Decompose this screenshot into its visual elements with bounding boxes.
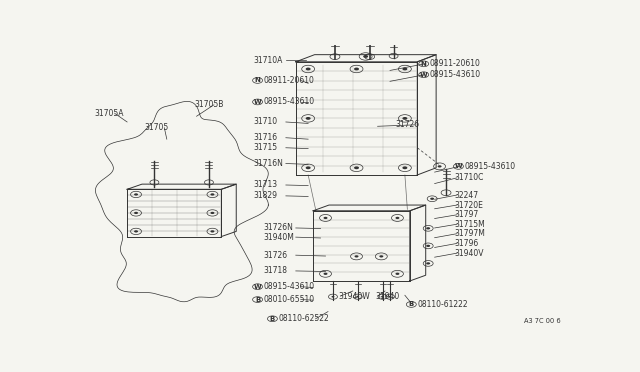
Text: 31715: 31715 bbox=[253, 143, 278, 152]
Text: B: B bbox=[255, 296, 260, 302]
Text: 31940M: 31940M bbox=[264, 232, 294, 242]
Text: 31705A: 31705A bbox=[95, 109, 124, 118]
Circle shape bbox=[324, 217, 328, 219]
Text: 31710C: 31710C bbox=[454, 173, 484, 182]
Text: 31716: 31716 bbox=[253, 133, 278, 142]
Text: 31726: 31726 bbox=[395, 121, 419, 129]
Text: 08911-20610: 08911-20610 bbox=[264, 76, 314, 85]
Text: 31797: 31797 bbox=[454, 210, 479, 219]
Text: N: N bbox=[255, 77, 260, 83]
Text: 31829: 31829 bbox=[253, 191, 278, 201]
Circle shape bbox=[396, 273, 399, 275]
Circle shape bbox=[134, 212, 138, 214]
Text: 08915-43610: 08915-43610 bbox=[429, 70, 481, 79]
Circle shape bbox=[356, 296, 359, 298]
Text: W: W bbox=[253, 284, 262, 290]
Circle shape bbox=[403, 166, 407, 169]
Text: 31713: 31713 bbox=[253, 180, 278, 189]
Text: 31940: 31940 bbox=[375, 292, 399, 301]
Circle shape bbox=[306, 166, 310, 169]
Circle shape bbox=[438, 165, 442, 167]
Circle shape bbox=[306, 117, 310, 120]
Circle shape bbox=[426, 262, 430, 264]
Text: 08110-62522: 08110-62522 bbox=[278, 314, 329, 323]
Text: 08915-43610: 08915-43610 bbox=[264, 282, 315, 291]
Circle shape bbox=[363, 55, 368, 58]
Text: 31705: 31705 bbox=[145, 123, 169, 132]
Text: 31710A: 31710A bbox=[253, 56, 283, 65]
Circle shape bbox=[403, 68, 407, 70]
Circle shape bbox=[388, 296, 392, 298]
Text: N: N bbox=[420, 61, 427, 67]
Circle shape bbox=[354, 68, 359, 70]
Circle shape bbox=[134, 193, 138, 196]
Text: 08915-43610: 08915-43610 bbox=[264, 97, 315, 106]
Circle shape bbox=[430, 198, 434, 200]
Text: 32247: 32247 bbox=[454, 190, 479, 199]
Circle shape bbox=[306, 68, 310, 70]
Text: 31726N: 31726N bbox=[264, 224, 293, 232]
Circle shape bbox=[426, 227, 430, 230]
Circle shape bbox=[396, 217, 399, 219]
Circle shape bbox=[381, 296, 384, 298]
Text: 08110-61222: 08110-61222 bbox=[417, 300, 468, 309]
Circle shape bbox=[354, 166, 359, 169]
Circle shape bbox=[211, 193, 214, 196]
Text: 31716N: 31716N bbox=[253, 159, 284, 168]
Text: 31715M: 31715M bbox=[454, 220, 485, 229]
Circle shape bbox=[211, 230, 214, 232]
Text: A3 7C 00 6: A3 7C 00 6 bbox=[525, 318, 561, 324]
Text: 31726: 31726 bbox=[264, 251, 287, 260]
Text: 08915-43610: 08915-43610 bbox=[465, 162, 516, 171]
Circle shape bbox=[211, 212, 214, 214]
Text: 31940V: 31940V bbox=[454, 248, 484, 258]
Text: 31705B: 31705B bbox=[194, 100, 223, 109]
Text: 31718: 31718 bbox=[264, 266, 287, 275]
Circle shape bbox=[380, 255, 383, 257]
Text: 31710: 31710 bbox=[253, 118, 278, 126]
Text: W: W bbox=[253, 99, 262, 105]
Text: B: B bbox=[409, 301, 414, 307]
Circle shape bbox=[324, 273, 328, 275]
Circle shape bbox=[403, 117, 407, 120]
Text: 31940W: 31940W bbox=[338, 292, 370, 301]
Circle shape bbox=[332, 296, 335, 298]
Circle shape bbox=[355, 255, 358, 257]
Text: B: B bbox=[270, 316, 275, 322]
Circle shape bbox=[426, 245, 430, 247]
Text: 31720E: 31720E bbox=[454, 201, 483, 209]
Text: 31797M: 31797M bbox=[454, 229, 485, 238]
Text: 31796: 31796 bbox=[454, 239, 479, 248]
Circle shape bbox=[134, 230, 138, 232]
Text: W: W bbox=[420, 72, 428, 78]
Text: W: W bbox=[454, 163, 462, 169]
Text: 08010-65510: 08010-65510 bbox=[264, 295, 315, 304]
Text: 08911-20610: 08911-20610 bbox=[429, 59, 481, 68]
